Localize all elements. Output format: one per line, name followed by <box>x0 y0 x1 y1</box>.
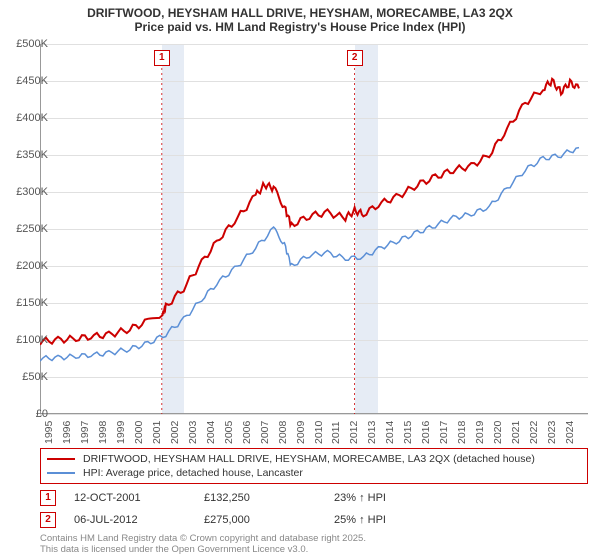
x-tick-label: 2013 <box>366 421 378 444</box>
transaction-marker: 2 <box>40 512 56 528</box>
x-tick-label: 2024 <box>564 421 576 444</box>
transaction-price: £132,250 <box>204 492 334 504</box>
y-tick-label: £400K <box>16 112 48 124</box>
x-tick-label: 2011 <box>330 421 342 444</box>
transaction-delta: 25% ↑ HPI <box>334 514 464 526</box>
y-tick-label: £50K <box>22 371 48 383</box>
x-tick-label: 2005 <box>223 421 235 444</box>
y-tick-label: £0 <box>36 408 48 420</box>
credits-line2: This data is licensed under the Open Gov… <box>40 545 366 556</box>
x-tick-label: 2018 <box>456 421 468 444</box>
y-tick-label: £100K <box>16 334 48 346</box>
x-tick-label: 2012 <box>348 421 360 444</box>
line-series-svg <box>40 44 588 414</box>
transaction-date: 12-OCT-2001 <box>74 492 204 504</box>
y-tick-label: £450K <box>16 75 48 87</box>
legend-item: HPI: Average price, detached house, Lanc… <box>47 467 581 479</box>
transaction-delta: 23% ↑ HPI <box>334 492 464 504</box>
x-tick-label: 2007 <box>259 421 271 444</box>
x-tick-label: 2003 <box>187 421 199 444</box>
x-tick-label: 2010 <box>313 421 325 444</box>
transaction-price: £275,000 <box>204 514 334 526</box>
legend-swatch <box>47 472 75 475</box>
x-tick-label: 2000 <box>133 421 145 444</box>
y-tick-label: £250K <box>16 223 48 235</box>
x-tick-label: 2019 <box>474 421 486 444</box>
x-tick-label: 2008 <box>277 421 289 444</box>
y-tick-label: £500K <box>16 38 48 50</box>
x-tick-label: 2009 <box>295 421 307 444</box>
chart-area: 12 <box>40 44 588 414</box>
y-tick-label: £350K <box>16 149 48 161</box>
chart-marker: 2 <box>347 50 363 66</box>
x-tick-label: 2002 <box>169 421 181 444</box>
x-tick-label: 2016 <box>420 421 432 444</box>
y-tick-label: £150K <box>16 297 48 309</box>
transaction-date: 06-JUL-2012 <box>74 514 204 526</box>
transaction-details: 1 12-OCT-2001£132,25023% ↑ HPI 2 06-JUL-201… <box>40 490 588 534</box>
title-address: DRIFTWOOD, HEYSHAM HALL DRIVE, HEYSHAM, … <box>0 6 600 20</box>
y-tick-label: £200K <box>16 260 48 272</box>
transaction-row: 1 12-OCT-2001£132,25023% ↑ HPI <box>40 490 588 506</box>
x-tick-label: 1995 <box>43 421 55 444</box>
legend-label: DRIFTWOOD, HEYSHAM HALL DRIVE, HEYSHAM, … <box>83 453 535 465</box>
credits: Contains HM Land Registry data © Crown c… <box>40 534 366 556</box>
legend: DRIFTWOOD, HEYSHAM HALL DRIVE, HEYSHAM, … <box>40 448 588 484</box>
x-tick-label: 2023 <box>546 421 558 444</box>
x-tick-label: 2015 <box>402 421 414 444</box>
x-tick-label: 2020 <box>492 421 504 444</box>
series-line <box>40 79 579 345</box>
x-tick-label: 2022 <box>528 421 540 444</box>
x-tick-label: 1998 <box>97 421 109 444</box>
chart-container: DRIFTWOOD, HEYSHAM HALL DRIVE, HEYSHAM, … <box>0 0 600 560</box>
x-tick-label: 2017 <box>438 421 450 444</box>
title-block: DRIFTWOOD, HEYSHAM HALL DRIVE, HEYSHAM, … <box>0 0 600 34</box>
grid-line <box>40 414 588 415</box>
x-tick-label: 2021 <box>510 421 522 444</box>
x-tick-label: 1997 <box>79 421 91 444</box>
x-tick-label: 1996 <box>61 421 73 444</box>
x-tick-label: 2006 <box>241 421 253 444</box>
transaction-marker: 1 <box>40 490 56 506</box>
transaction-row: 2 06-JUL-2012£275,00025% ↑ HPI <box>40 512 588 528</box>
x-tick-label: 2001 <box>151 421 163 444</box>
x-tick-label: 2014 <box>384 421 396 444</box>
y-tick-label: £300K <box>16 186 48 198</box>
x-tick-label: 2004 <box>205 421 217 444</box>
legend-swatch <box>47 458 75 461</box>
legend-label: HPI: Average price, detached house, Lanc… <box>83 467 303 479</box>
chart-marker: 1 <box>154 50 170 66</box>
x-tick-label: 1999 <box>115 421 127 444</box>
legend-item: DRIFTWOOD, HEYSHAM HALL DRIVE, HEYSHAM, … <box>47 453 581 465</box>
title-subtitle: Price paid vs. HM Land Registry's House … <box>0 20 600 34</box>
